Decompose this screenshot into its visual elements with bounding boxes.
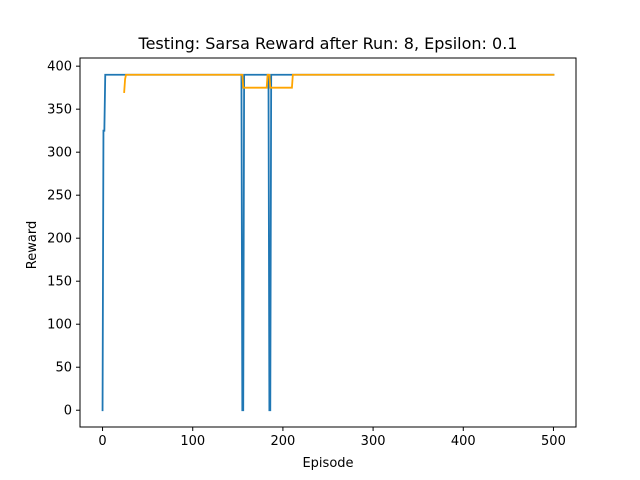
x-tick-label: 500 <box>541 434 566 449</box>
axes-layer: 0 100 200 300 400 500 0 50 100 150 200 250 300 350 400 <box>47 57 577 449</box>
x-tick-label: 400 <box>451 434 476 449</box>
chart-title: Testing: Sarsa Reward after Run: 8, Epsi… <box>138 34 518 53</box>
y-axis-title: Reward <box>25 221 40 269</box>
y-tick-label: 250 <box>47 189 72 204</box>
series-layer <box>101 73 555 412</box>
series-line-1 <box>101 73 555 412</box>
y-tick-label: 200 <box>47 232 72 247</box>
x-axis-title: Episode <box>302 456 353 471</box>
x-tick-label: 0 <box>98 434 106 449</box>
plot-frame <box>79 57 577 428</box>
series-line-2 <box>123 73 555 93</box>
y-tick-label: 150 <box>47 275 72 290</box>
x-tick-label: 300 <box>361 434 386 449</box>
y-tick-label: 50 <box>55 361 72 376</box>
x-tick-label: 100 <box>180 434 205 449</box>
y-tick-label: 0 <box>64 404 72 419</box>
y-tick-label: 400 <box>47 60 72 75</box>
x-tick-label: 200 <box>270 434 295 449</box>
y-tick-label: 100 <box>47 318 72 333</box>
y-tick-label: 350 <box>47 103 72 118</box>
y-tick-label: 300 <box>47 146 72 161</box>
